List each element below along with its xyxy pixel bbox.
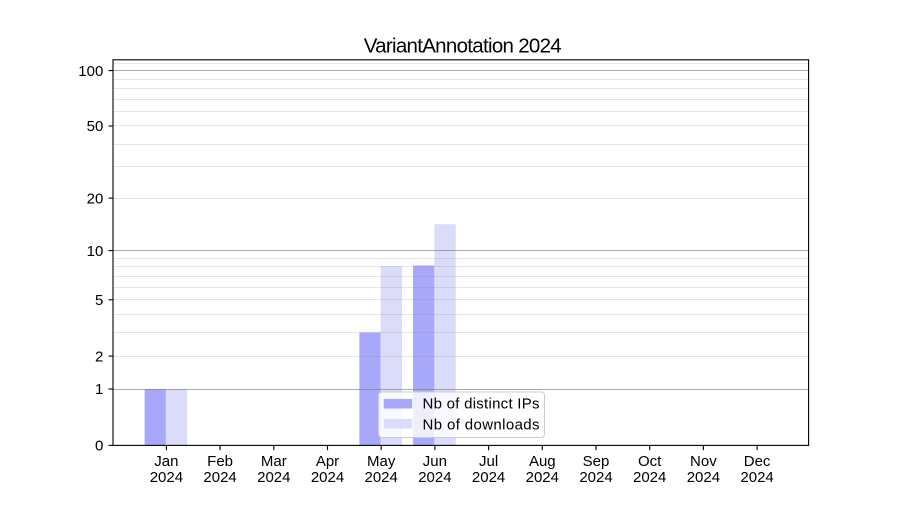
- svg-text:Nb of downloads: Nb of downloads: [423, 416, 540, 433]
- svg-text:2024: 2024: [526, 469, 559, 486]
- svg-text:2024: 2024: [687, 469, 720, 486]
- svg-text:VariantAnnotation 2024: VariantAnnotation 2024: [364, 35, 562, 58]
- svg-text:100: 100: [78, 63, 103, 80]
- svg-text:2024: 2024: [365, 469, 398, 486]
- svg-text:Jun: Jun: [423, 453, 447, 470]
- svg-text:Feb: Feb: [207, 453, 233, 470]
- svg-text:5: 5: [95, 292, 103, 309]
- svg-text:May: May: [367, 453, 396, 470]
- svg-text:2024: 2024: [311, 469, 344, 486]
- svg-text:2024: 2024: [633, 469, 666, 486]
- svg-text:2024: 2024: [418, 469, 451, 486]
- svg-text:Sep: Sep: [583, 453, 610, 470]
- svg-text:1: 1: [95, 381, 103, 398]
- svg-text:2024: 2024: [472, 469, 505, 486]
- svg-text:Nov: Nov: [690, 453, 717, 470]
- svg-text:50: 50: [87, 118, 104, 135]
- svg-text:Mar: Mar: [261, 453, 287, 470]
- svg-text:0: 0: [95, 438, 103, 455]
- svg-text:Apr: Apr: [316, 453, 339, 470]
- svg-text:Oct: Oct: [638, 453, 662, 470]
- svg-text:2: 2: [95, 348, 103, 365]
- svg-text:Aug: Aug: [529, 453, 556, 470]
- svg-text:Jul: Jul: [479, 453, 498, 470]
- svg-text:Nb of distinct IPs: Nb of distinct IPs: [423, 395, 540, 412]
- svg-text:2024: 2024: [740, 469, 773, 486]
- svg-text:2024: 2024: [203, 469, 236, 486]
- svg-text:10: 10: [87, 243, 104, 260]
- svg-text:Jan: Jan: [154, 453, 178, 470]
- svg-text:2024: 2024: [150, 469, 183, 486]
- svg-text:2024: 2024: [579, 469, 612, 486]
- svg-text:2024: 2024: [257, 469, 290, 486]
- svg-text:Dec: Dec: [744, 453, 771, 470]
- svg-text:20: 20: [87, 190, 104, 207]
